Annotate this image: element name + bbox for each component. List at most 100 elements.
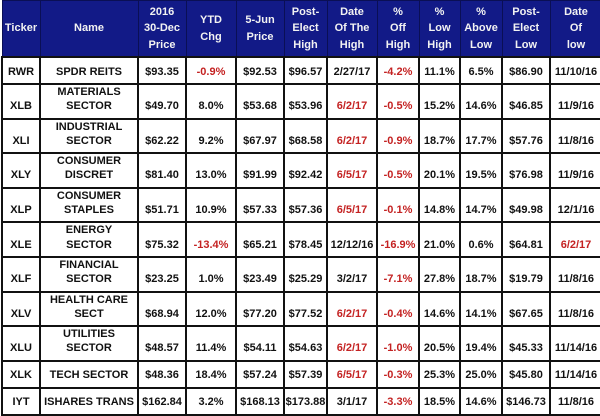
- cell-date_low: 11/8/16: [549, 290, 600, 328]
- cell-date_high: 6/5/17: [326, 152, 378, 189]
- cell-name: INDUSTRIAL SECTOR: [39, 117, 139, 155]
- cell-name: TECH SECTOR: [39, 359, 139, 389]
- cell-ytd: 3.2%: [185, 386, 237, 416]
- cell-pe_high: $78.45: [283, 221, 328, 258]
- table-row: RWR SPDR REITS $93.35 -0.9% $92.53 $96.57 2/27…: [1, 56, 600, 85]
- cell-pct_low_high: 14.8%: [418, 186, 461, 224]
- cell-pe_high: $77.52: [283, 290, 328, 328]
- cell-date_low: 11/14/16: [549, 325, 600, 362]
- cell-ticker: XLY: [1, 152, 41, 189]
- cell-pct_off_high: -0.5%: [376, 152, 420, 189]
- cell-pct_off_high: -0.1%: [376, 186, 420, 224]
- cell-pct_low_high: 21.0%: [418, 221, 461, 258]
- table-body: RWR SPDR REITS $93.35 -0.9% $92.53 $96.57 2/27…: [1, 56, 600, 416]
- cell-pct_off_high: -0.9%: [376, 117, 420, 155]
- cell-pct_off_high: -3.3%: [376, 386, 420, 416]
- cell-dec_price: $48.57: [137, 325, 187, 362]
- cell-pct_low_high: 18.7%: [418, 117, 461, 155]
- cell-name: CONSUMER STAPLES: [39, 186, 139, 224]
- table-row: XLE ENERGY SECTOR $75.32 -13.4% $65.21 $78.45 1…: [1, 221, 600, 258]
- cell-jun_price: $54.11: [235, 325, 285, 362]
- cell-pct_off_high: -16.9%: [376, 221, 420, 258]
- cell-date_low: 11/14/16: [549, 359, 600, 389]
- header-name: Name: [39, 0, 139, 58]
- cell-jun_price: $65.21: [235, 221, 285, 258]
- cell-name: MATERIALS SECTOR: [39, 83, 139, 120]
- cell-pct_off_high: -4.2%: [376, 56, 420, 85]
- cell-pe_low: $19.79: [501, 255, 551, 293]
- cell-pct_low_high: 11.1%: [418, 56, 461, 85]
- cell-date_high: 12/12/16: [326, 221, 378, 258]
- cell-jun_price: $67.97: [235, 117, 285, 155]
- cell-ytd: 18.4%: [185, 359, 237, 389]
- cell-ticker: IYT: [1, 386, 41, 416]
- cell-pe_low: $45.33: [501, 325, 551, 362]
- cell-pe_low: $67.65: [501, 290, 551, 328]
- cell-pct_above_low: 6.5%: [459, 56, 503, 85]
- cell-ytd: 13.0%: [185, 152, 237, 189]
- cell-name: UTILITIES SECTOR: [39, 325, 139, 362]
- cell-pe_high: $92.42: [283, 152, 328, 189]
- cell-dec_price: $49.70: [137, 83, 187, 120]
- cell-date_high: 6/5/17: [326, 186, 378, 224]
- cell-ytd: 8.0%: [185, 83, 237, 120]
- cell-pct_above_low: 14.6%: [459, 83, 503, 120]
- cell-pct_low_high: 20.1%: [418, 152, 461, 189]
- header-jun_price: 5-Jun Price: [235, 0, 285, 58]
- cell-pe_high: $173.88: [283, 386, 328, 416]
- cell-pct_above_low: 25.0%: [459, 359, 503, 389]
- cell-pct_above_low: 0.6%: [459, 221, 503, 258]
- cell-ytd: 12.0%: [185, 290, 237, 328]
- cell-pe_low: $49.98: [501, 186, 551, 224]
- cell-dec_price: $23.25: [137, 255, 187, 293]
- cell-ytd: 10.9%: [185, 186, 237, 224]
- header-date_low: Date Of low: [549, 0, 600, 58]
- cell-ytd: 11.4%: [185, 325, 237, 362]
- table-row: XLB MATERIALS SECTOR $49.70 8.0% $53.68 $53.96…: [1, 83, 600, 120]
- cell-pct_above_low: 14.7%: [459, 186, 503, 224]
- cell-date_low: 6/2/17: [549, 221, 600, 258]
- cell-date_high: 2/27/17: [326, 56, 378, 85]
- cell-pe_low: $146.73: [501, 386, 551, 416]
- cell-ticker: XLF: [1, 255, 41, 293]
- cell-jun_price: $57.33: [235, 186, 285, 224]
- table-row: XLI INDUSTRIAL SECTOR $62.22 9.2% $67.97 $68.5…: [1, 117, 600, 155]
- cell-jun_price: $91.99: [235, 152, 285, 189]
- cell-ticker: XLI: [1, 117, 41, 155]
- header-dec_price: 2016 30-Dec Price: [137, 0, 187, 58]
- cell-pe_low: $45.80: [501, 359, 551, 389]
- cell-name: HEALTH CARE SECT: [39, 290, 139, 328]
- header-pe_high: Post- Elect High: [283, 0, 328, 58]
- cell-pe_high: $57.39: [283, 359, 328, 389]
- cell-ticker: XLP: [1, 186, 41, 224]
- cell-pct_low_high: 27.8%: [418, 255, 461, 293]
- table-row: XLU UTILITIES SECTOR $48.57 11.4% $54.11 $54.6…: [1, 325, 600, 362]
- cell-date_low: 11/9/16: [549, 83, 600, 120]
- cell-date_low: 11/8/16: [549, 255, 600, 293]
- cell-dec_price: $48.36: [137, 359, 187, 389]
- cell-pe_low: $57.76: [501, 117, 551, 155]
- cell-ytd: 9.2%: [185, 117, 237, 155]
- cell-name: CONSUMER DISCRET: [39, 152, 139, 189]
- cell-pct_low_high: 15.2%: [418, 83, 461, 120]
- cell-ytd: -0.9%: [185, 56, 237, 85]
- header-pe_low: Post- Elect Low: [501, 0, 551, 58]
- cell-pct_above_low: 19.4%: [459, 325, 503, 362]
- table-row: XLK TECH SECTOR $48.36 18.4% $57.24 $57.39 6/5…: [1, 359, 600, 389]
- cell-pct_off_high: -0.5%: [376, 83, 420, 120]
- table-row: IYT ISHARES TRANS $162.84 3.2% $168.13 $173.8…: [1, 386, 600, 416]
- cell-ticker: XLK: [1, 359, 41, 389]
- cell-pe_high: $25.29: [283, 255, 328, 293]
- cell-pct_off_high: -7.1%: [376, 255, 420, 293]
- table-row: XLV HEALTH CARE SECT $68.94 12.0% $77.20 $77.5…: [1, 290, 600, 328]
- cell-dec_price: $62.22: [137, 117, 187, 155]
- cell-dec_price: $75.32: [137, 221, 187, 258]
- cell-name: ISHARES TRANS: [39, 386, 139, 416]
- cell-name: SPDR REITS: [39, 56, 139, 85]
- cell-date_high: 3/1/17: [326, 386, 378, 416]
- cell-date_high: 6/2/17: [326, 83, 378, 120]
- cell-name: ENERGY SECTOR: [39, 221, 139, 258]
- cell-date_high: 3/2/17: [326, 255, 378, 293]
- cell-ticker: XLE: [1, 221, 41, 258]
- cell-jun_price: $57.24: [235, 359, 285, 389]
